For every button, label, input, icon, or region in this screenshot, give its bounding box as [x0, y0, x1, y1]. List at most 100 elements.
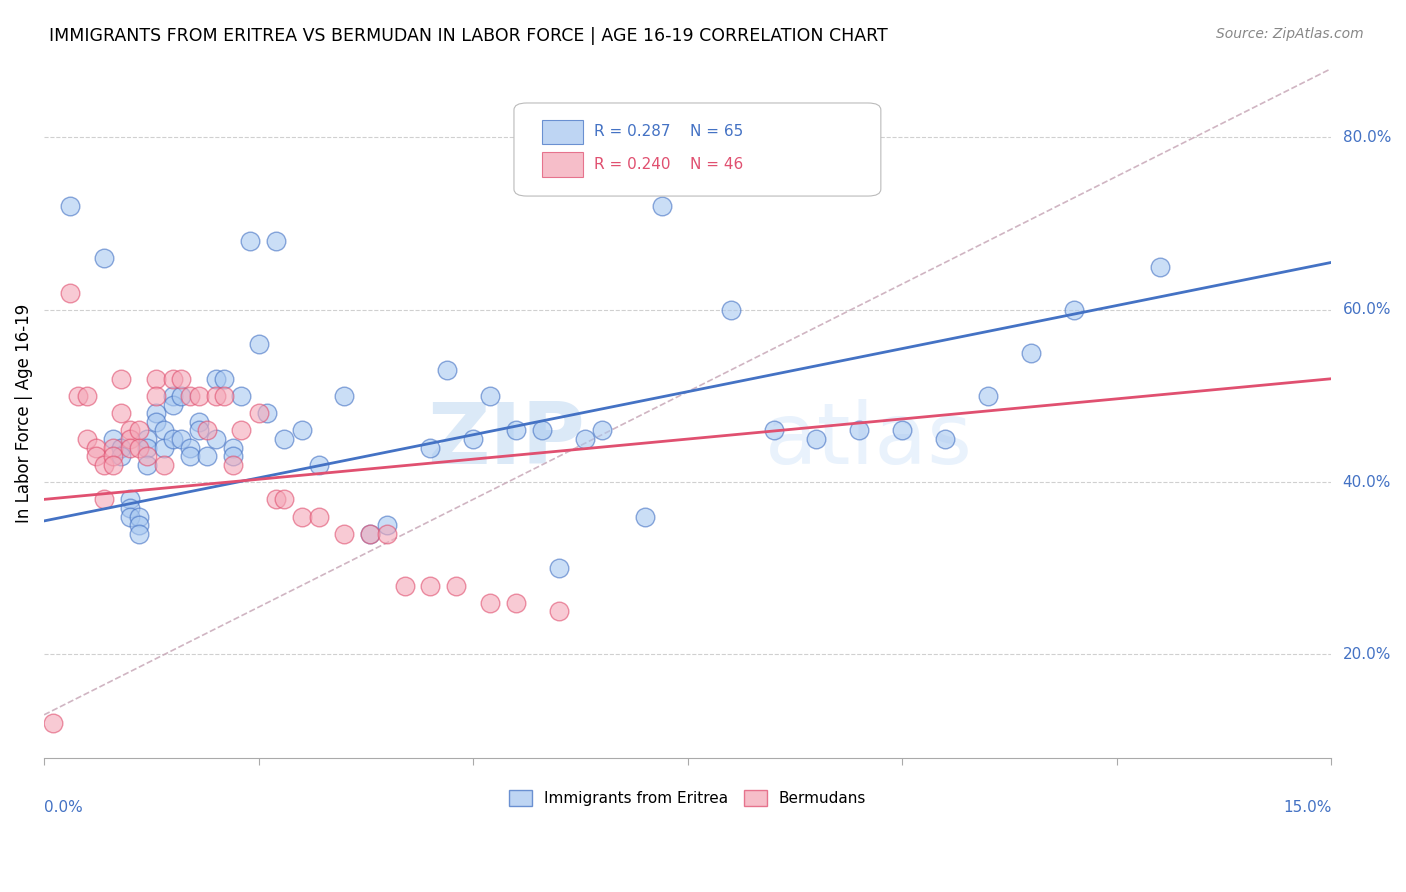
Point [1149, 260, 1171, 274]
FancyBboxPatch shape [515, 103, 880, 196]
Text: Source: ZipAtlas.com: Source: ZipAtlas.com [1216, 27, 1364, 41]
Text: 60.0%: 60.0% [1343, 302, 1391, 318]
Point [333, 526, 356, 541]
Point [136, 441, 159, 455]
Point [806, 432, 828, 446]
Point [128, 526, 150, 541]
Point [110, 372, 132, 386]
Point [136, 450, 159, 464]
Point [377, 518, 399, 533]
Point [128, 518, 150, 533]
Point [128, 441, 150, 455]
Point [273, 432, 295, 446]
Point [136, 458, 159, 472]
Point [436, 363, 458, 377]
Point [290, 509, 312, 524]
Point [195, 450, 218, 464]
Point [308, 458, 330, 472]
Point [110, 450, 132, 464]
Point [59, 199, 82, 213]
Point [1063, 302, 1085, 317]
Point [187, 424, 209, 438]
Point [264, 492, 287, 507]
Point [76, 389, 98, 403]
Point [934, 432, 956, 446]
Point [204, 389, 226, 403]
Point [377, 526, 399, 541]
Point [204, 372, 226, 386]
Point [505, 596, 527, 610]
Point [128, 509, 150, 524]
Point [651, 199, 673, 213]
Point [222, 450, 245, 464]
Point [273, 492, 295, 507]
Point [170, 389, 193, 403]
Text: atlas: atlas [765, 400, 973, 483]
Point [162, 389, 184, 403]
Text: 20.0%: 20.0% [1343, 647, 1391, 662]
Point [136, 432, 159, 446]
Point [145, 415, 167, 429]
Point [162, 432, 184, 446]
Point [848, 424, 870, 438]
Point [145, 389, 167, 403]
Point [110, 406, 132, 420]
Point [162, 372, 184, 386]
Point [574, 432, 596, 446]
Point [214, 372, 236, 386]
Point [634, 509, 657, 524]
Point [891, 424, 914, 438]
Point [1019, 346, 1042, 360]
Point [720, 302, 742, 317]
Point [145, 406, 167, 420]
Point [222, 458, 245, 472]
Point [179, 450, 201, 464]
Point [179, 441, 201, 455]
Point [548, 604, 571, 618]
Point [118, 501, 141, 516]
Point [179, 389, 201, 403]
Text: 15.0%: 15.0% [1284, 799, 1331, 814]
Point [333, 389, 356, 403]
Point [76, 432, 98, 446]
Point [118, 492, 141, 507]
Text: R = 0.240    N = 46: R = 0.240 N = 46 [593, 157, 742, 172]
Point [187, 389, 209, 403]
Text: 80.0%: 80.0% [1343, 130, 1391, 145]
Point [463, 432, 485, 446]
Point [110, 441, 132, 455]
Point [153, 458, 176, 472]
Point [444, 578, 467, 592]
Point [359, 526, 381, 541]
Point [93, 492, 115, 507]
Point [101, 458, 124, 472]
Point [153, 424, 176, 438]
Point [101, 450, 124, 464]
Point [93, 251, 115, 265]
Point [118, 424, 141, 438]
Legend: Immigrants from Eritrea, Bermudans: Immigrants from Eritrea, Bermudans [503, 784, 872, 813]
Point [359, 526, 381, 541]
Point [170, 372, 193, 386]
Point [591, 424, 613, 438]
Point [256, 406, 278, 420]
Point [247, 406, 270, 420]
Point [290, 424, 312, 438]
Text: R = 0.287    N = 65: R = 0.287 N = 65 [593, 125, 742, 139]
Point [239, 234, 262, 248]
Point [118, 441, 141, 455]
Point [153, 441, 176, 455]
Point [170, 432, 193, 446]
Point [479, 389, 502, 403]
Point [231, 424, 253, 438]
Point [479, 596, 502, 610]
Point [101, 441, 124, 455]
Point [128, 424, 150, 438]
FancyBboxPatch shape [543, 152, 583, 177]
Y-axis label: In Labor Force | Age 16-19: In Labor Force | Age 16-19 [15, 303, 32, 523]
Point [264, 234, 287, 248]
Point [67, 389, 90, 403]
Point [84, 441, 107, 455]
Point [145, 372, 167, 386]
Point [530, 424, 553, 438]
